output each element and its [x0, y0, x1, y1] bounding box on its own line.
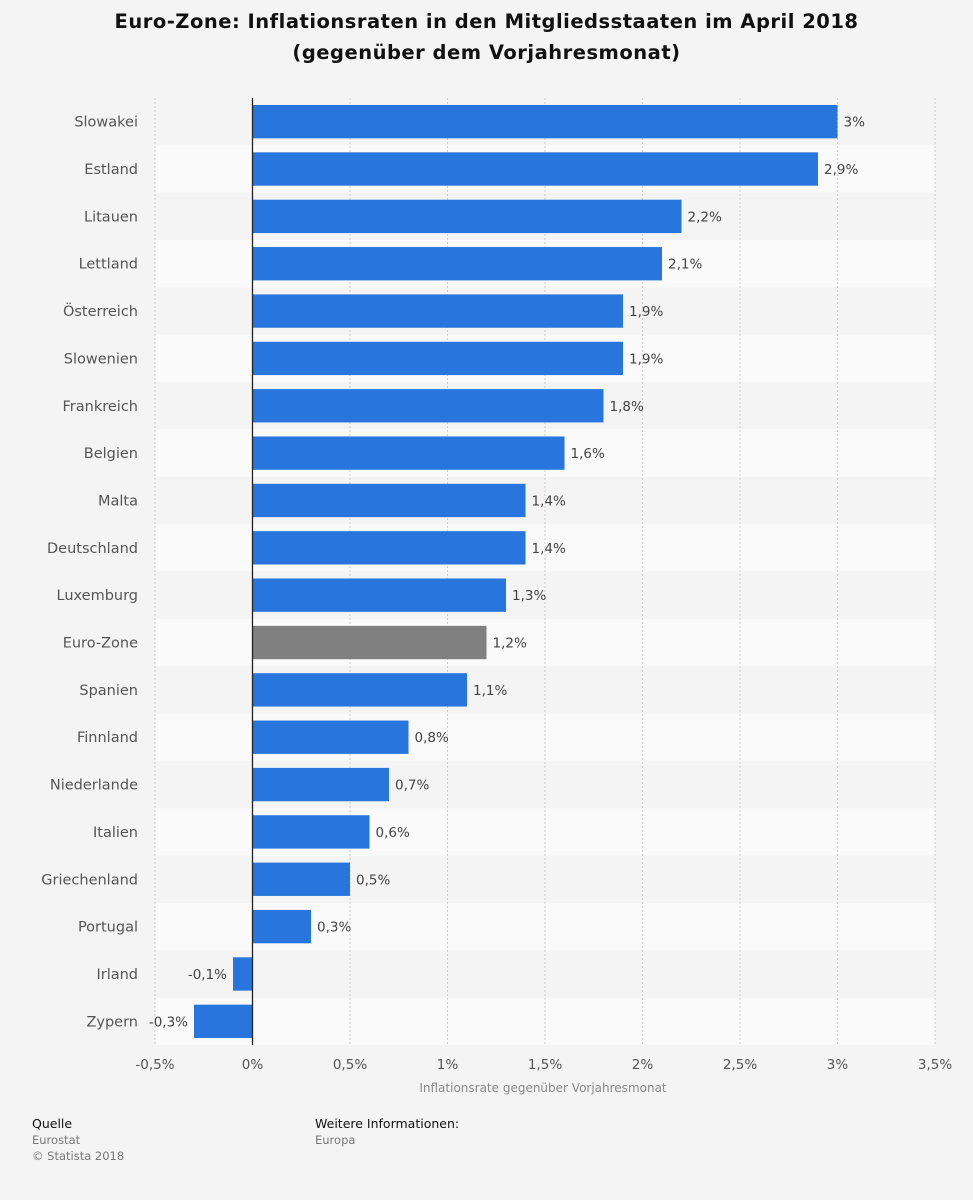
category-label: Spanien — [79, 683, 138, 699]
data-label: 1,9% — [629, 351, 663, 367]
category-label: Slowenien — [64, 351, 138, 367]
x-tick-label: 0,5% — [333, 1057, 367, 1073]
category-label: Malta — [98, 493, 138, 509]
data-label: -0,1% — [188, 967, 227, 983]
category-label: Italien — [93, 825, 138, 841]
category-label: Portugal — [78, 920, 138, 936]
category-label: Deutschland — [47, 541, 138, 557]
category-label: Irland — [96, 967, 138, 983]
data-label: 2,9% — [824, 162, 858, 178]
info-region[interactable]: Europa — [315, 1133, 356, 1147]
source-heading: Quelle — [32, 1116, 73, 1131]
info-block: Weitere Informationen: Europa — [315, 1116, 459, 1148]
bar-malta — [252, 483, 526, 518]
chart-title-line2: (gegenüber dem Vorjahresmonat) — [292, 41, 681, 64]
data-label: 2,1% — [668, 257, 702, 273]
data-label: 1,1% — [473, 683, 507, 699]
x-axis-title: Inflationsrate gegenüber Vorjahresmonat — [419, 1081, 667, 1095]
x-tick-label: 0% — [242, 1057, 264, 1073]
data-label: -0,3% — [149, 1014, 188, 1030]
category-label: Slowakei — [74, 115, 138, 131]
data-label: 3% — [844, 115, 866, 131]
x-tick-label: 2% — [632, 1057, 654, 1073]
row-band — [155, 997, 935, 1045]
bar-portugal — [252, 909, 311, 944]
source-block: Quelle Eurostat © Statista 2018 — [32, 1116, 124, 1164]
bar-frankreich — [252, 389, 604, 423]
data-label: 0,6% — [376, 825, 410, 841]
bar-belgien — [252, 436, 565, 470]
data-label: 0,3% — [317, 920, 351, 936]
data-label: 0,5% — [356, 872, 390, 888]
bar-italien — [252, 815, 370, 849]
data-label: 1,2% — [493, 636, 527, 652]
data-label: 1,3% — [512, 588, 546, 604]
category-label: Österreich — [63, 302, 138, 320]
category-label: Lettland — [79, 257, 138, 273]
bar-griechenland — [252, 862, 350, 896]
data-label: 0,8% — [415, 730, 449, 746]
x-tick-label: 1,5% — [528, 1057, 562, 1073]
data-label: 0,7% — [395, 778, 429, 794]
data-label: 1,4% — [532, 541, 566, 557]
bar-finnland — [252, 720, 409, 754]
bar-chart: Slowakei 3% Estland 2,9% Litauen 2,2% Lettland… — [41, 98, 952, 1095]
category-label: Estland — [84, 162, 138, 178]
category-label: Zypern — [86, 1014, 138, 1030]
data-label: 1,9% — [629, 304, 663, 320]
bar-deutschland — [252, 531, 526, 565]
bar-lettland — [252, 247, 662, 281]
bar-zypern — [194, 1004, 253, 1038]
category-label: Frankreich — [63, 399, 138, 415]
x-tick-label: 3,5% — [918, 1057, 952, 1073]
category-label: Niederlande — [50, 778, 138, 794]
chart-title-line1: Euro-Zone: Inflationsraten in den Mitgli… — [114, 10, 859, 33]
bar-österreich — [252, 294, 623, 328]
source-name[interactable]: Eurostat — [32, 1133, 81, 1147]
copyright-text: © Statista 2018 — [32, 1149, 125, 1163]
data-label: 1,6% — [571, 446, 605, 462]
data-label: 1,4% — [532, 493, 566, 509]
category-label: Griechenland — [41, 872, 138, 888]
bar-slowenien — [252, 341, 623, 376]
category-label: Litauen — [84, 209, 138, 225]
data-label: 2,2% — [688, 209, 722, 225]
info-heading: Weitere Informationen: — [315, 1116, 460, 1131]
x-tick-label: 3% — [827, 1057, 849, 1073]
x-tick-label: -0,5% — [135, 1057, 174, 1073]
x-tick-label: 2,5% — [723, 1057, 757, 1073]
category-label: Luxemburg — [57, 588, 139, 604]
category-label: Finnland — [77, 730, 138, 746]
category-label: Euro-Zone — [63, 636, 138, 652]
bar-niederlande — [252, 767, 389, 802]
bar-euro-zone — [252, 625, 487, 660]
bar-spanien — [252, 673, 467, 707]
bar-estland — [252, 152, 818, 186]
x-tick-label: 1% — [437, 1057, 459, 1073]
bar-litauen — [252, 199, 682, 234]
bar-irland — [233, 957, 253, 991]
chart-title: Euro-Zone: Inflationsraten in den Mitgli… — [0, 6, 973, 68]
category-label: Belgien — [84, 446, 138, 462]
bar-slowakei — [252, 105, 838, 139]
bar-luxemburg — [252, 578, 506, 612]
data-label: 1,8% — [610, 399, 644, 415]
